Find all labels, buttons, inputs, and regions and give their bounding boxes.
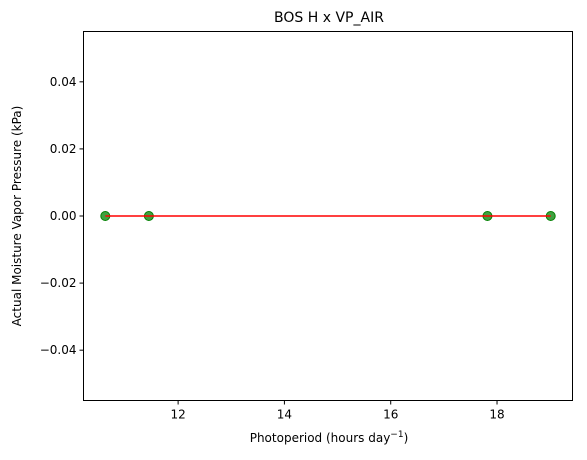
y-tick-label: −0.04 bbox=[40, 343, 77, 357]
x-tick-label: 16 bbox=[383, 408, 398, 422]
y-axis-ticks: 0.04 0.02 0.00 −0.02 −0.04 bbox=[40, 75, 84, 357]
y-axis-label: Actual Moisture Vapor Pressure (kPa) bbox=[10, 106, 24, 327]
x-axis-label-sup: −1 bbox=[390, 430, 403, 440]
x-axis-label: Photoperiod (hours day−1) bbox=[250, 430, 409, 445]
x-tick-label: 18 bbox=[489, 408, 504, 422]
series-layer bbox=[100, 211, 556, 221]
plot-frame bbox=[83, 31, 573, 401]
chart-title: BOS H x VP_AIR bbox=[274, 10, 384, 26]
x-tick-label: 12 bbox=[170, 408, 185, 422]
x-tick-label: 14 bbox=[277, 408, 292, 422]
y-tick-label: 0.04 bbox=[50, 75, 77, 89]
x-axis-label-end: ) bbox=[404, 431, 409, 445]
x-axis-label-main: Photoperiod (hours day bbox=[250, 431, 391, 445]
y-tick-label: −0.02 bbox=[40, 276, 77, 290]
y-tick-label: 0.00 bbox=[50, 209, 77, 223]
y-tick-label: 0.02 bbox=[50, 142, 77, 156]
x-axis-ticks: 12 14 16 18 bbox=[170, 400, 505, 422]
